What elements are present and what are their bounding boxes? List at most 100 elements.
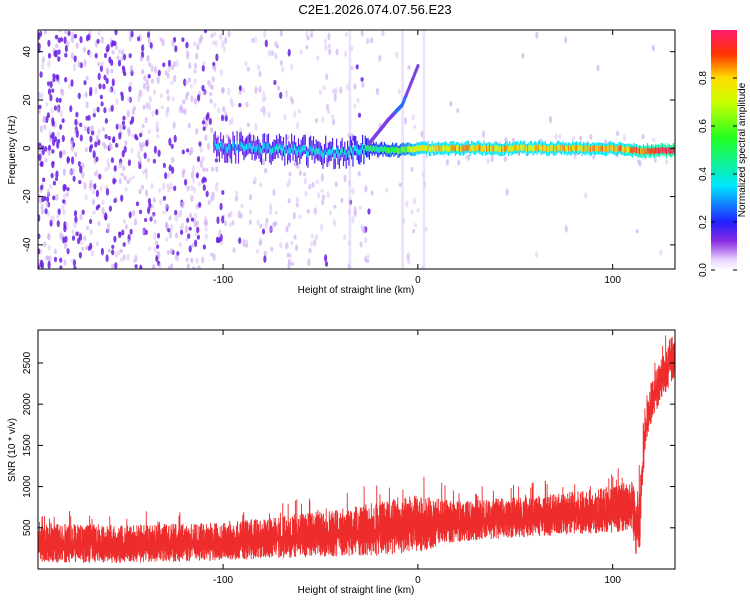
ridge-core (559, 145, 561, 151)
spectrogram-cell (159, 37, 163, 42)
spectrogram-cell (170, 143, 174, 149)
spectrogram-cell (59, 265, 63, 269)
spectrogram-cell (322, 85, 326, 91)
ridge-halo (322, 149, 324, 169)
spectrogram-cell (264, 221, 268, 230)
ridge-core (415, 146, 417, 153)
spectrogram-cell (290, 261, 294, 267)
spectrogram-cell (210, 252, 214, 257)
spectrogram-cell (360, 30, 364, 37)
ridge-core (606, 146, 608, 153)
ridge-halo (285, 134, 287, 154)
snr-plot-area (38, 335, 675, 564)
spectrogram-cell (92, 198, 96, 205)
spectrogram-cell (202, 244, 206, 250)
ridge-core (248, 142, 250, 149)
ridge-core (659, 148, 661, 154)
spectrogram-cell (333, 94, 337, 102)
spectrogram-cell (344, 50, 348, 57)
spectrogram-cell (38, 259, 41, 267)
ridge-core (222, 142, 225, 149)
ridge-core (400, 147, 402, 154)
snr-panel: -100 0 100 500 1000 1500 2000 2500 Height of st… (7, 329, 676, 596)
spectrogram-cell (134, 254, 138, 263)
snr-x-tick-label: -100 (213, 575, 233, 586)
spectrogram-cell (272, 188, 276, 197)
ridge-halo (304, 134, 306, 154)
spectrogram-cell (110, 68, 114, 74)
ridge-core (454, 146, 456, 152)
spectrogram-cell (156, 76, 160, 85)
spectrogram-cell (97, 128, 101, 135)
spectrogram-cell (360, 77, 364, 82)
ridge-core (595, 145, 597, 152)
ridge-core (269, 148, 271, 154)
spectrogram-cell (157, 251, 161, 259)
ridge-core (618, 145, 620, 152)
spectrogram-cell (78, 180, 82, 185)
spectrogram-cell (111, 78, 115, 87)
ridge-core (341, 147, 343, 153)
spectrogram-cell (156, 133, 160, 139)
ridge-core (332, 147, 334, 153)
spectrogram-cell (227, 87, 231, 96)
spectrogram-cell (298, 170, 302, 176)
spectrogram-cell (254, 86, 258, 94)
spectrogram-cell (50, 215, 54, 220)
ridge-core (387, 147, 390, 154)
ridge-core (379, 146, 381, 152)
spectrogram-cell (564, 225, 568, 233)
spectrogram-cell (295, 121, 300, 130)
spectrogram-cell (90, 249, 94, 257)
spectrogram-cell (395, 51, 399, 59)
spectrogram-cell (131, 108, 136, 116)
ridge-core (521, 145, 523, 151)
ridge-core (668, 147, 670, 154)
spectrogram-cell (410, 209, 414, 215)
spectrogram-cell (197, 94, 201, 102)
spectrogram-cell (302, 172, 307, 177)
spectrogram-cell (88, 30, 92, 36)
spectrogram-cell (262, 105, 266, 113)
spectrogram-cell (269, 203, 273, 210)
spectrogram-cell (77, 92, 81, 100)
snr-axes: -100 0 100 500 1000 1500 2000 2500 (22, 330, 675, 586)
spectrogram-cell (651, 44, 656, 52)
ridge-core (522, 144, 525, 151)
spectrogram-cell (204, 219, 208, 227)
ridge-core (509, 144, 511, 151)
spectrogram-cell (88, 145, 93, 153)
spectrogram-cell (118, 123, 122, 130)
spectrogram-cell (199, 160, 203, 169)
spectrogram-cell (331, 114, 335, 119)
spectrogram-cell (150, 64, 154, 72)
spectrogram-cell (120, 172, 124, 177)
spectrogram-cell (164, 172, 168, 180)
spectrogram-cell (174, 209, 178, 216)
spectrogram-cell (63, 184, 67, 191)
spectrogram-cell (75, 111, 79, 118)
ridge-core (314, 149, 316, 156)
ridge-core (356, 147, 358, 154)
spectrogram-cell (99, 65, 103, 72)
spectrogram-cell (113, 165, 117, 172)
spectrogram-cell (192, 186, 196, 194)
ridge-core (615, 146, 617, 153)
spectrogram-cell (141, 170, 145, 175)
ridge-core (567, 145, 570, 152)
spectrogram-cell (204, 134, 208, 141)
spectrogram-cell (100, 36, 104, 44)
spectrogram-cell (105, 67, 110, 75)
spectrogram-cell (173, 185, 177, 191)
spectrogram-cell (292, 211, 296, 220)
spectrogram-cell (177, 211, 181, 219)
spectrogram-cell (287, 262, 291, 269)
spectrogram-cell (43, 241, 47, 248)
spectrogram-cell (144, 218, 148, 222)
spectrogram-cell (48, 137, 53, 143)
spectrogram-cell (56, 106, 60, 113)
ridge-core (435, 145, 437, 152)
spectrogram-cell (162, 210, 166, 215)
ridge-core (656, 147, 658, 154)
ridge-core (548, 146, 550, 152)
